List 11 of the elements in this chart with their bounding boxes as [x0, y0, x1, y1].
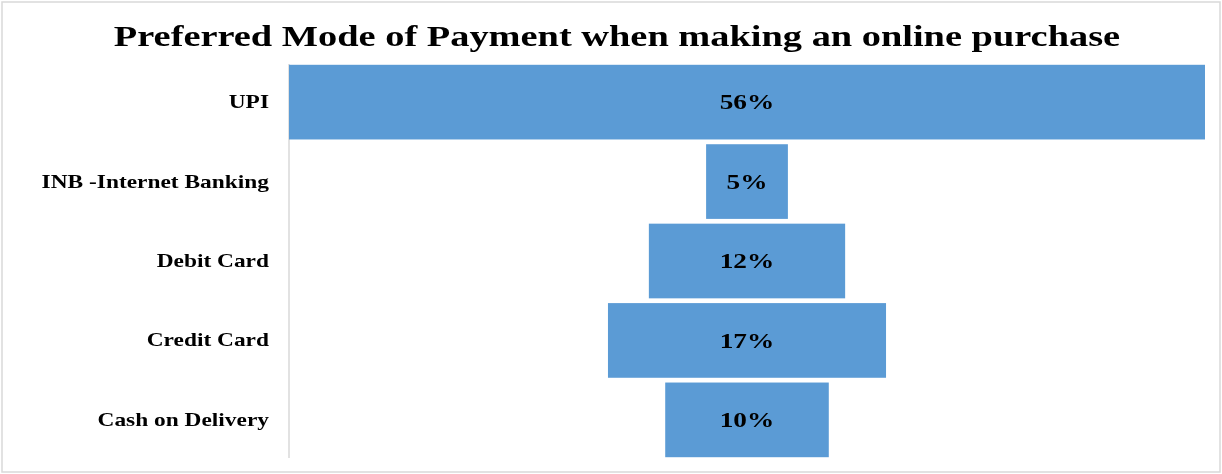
category-label: INB -Internet Banking — [41, 171, 270, 192]
text: Preferred Mode of Payment when making an online purchase — [113, 19, 1121, 53]
data-label: 5% — [726, 169, 768, 194]
data-label: 10% — [719, 408, 775, 432]
data-label: 12% — [719, 249, 775, 273]
category-label: Cash on Delivery — [97, 409, 270, 431]
data-label: 56% — [719, 90, 775, 114]
category-label: UPI — [228, 91, 269, 113]
category-label: Debit Card — [156, 250, 270, 272]
category-label: Credit Card — [146, 330, 270, 351]
data-label: 17% — [719, 328, 775, 353]
